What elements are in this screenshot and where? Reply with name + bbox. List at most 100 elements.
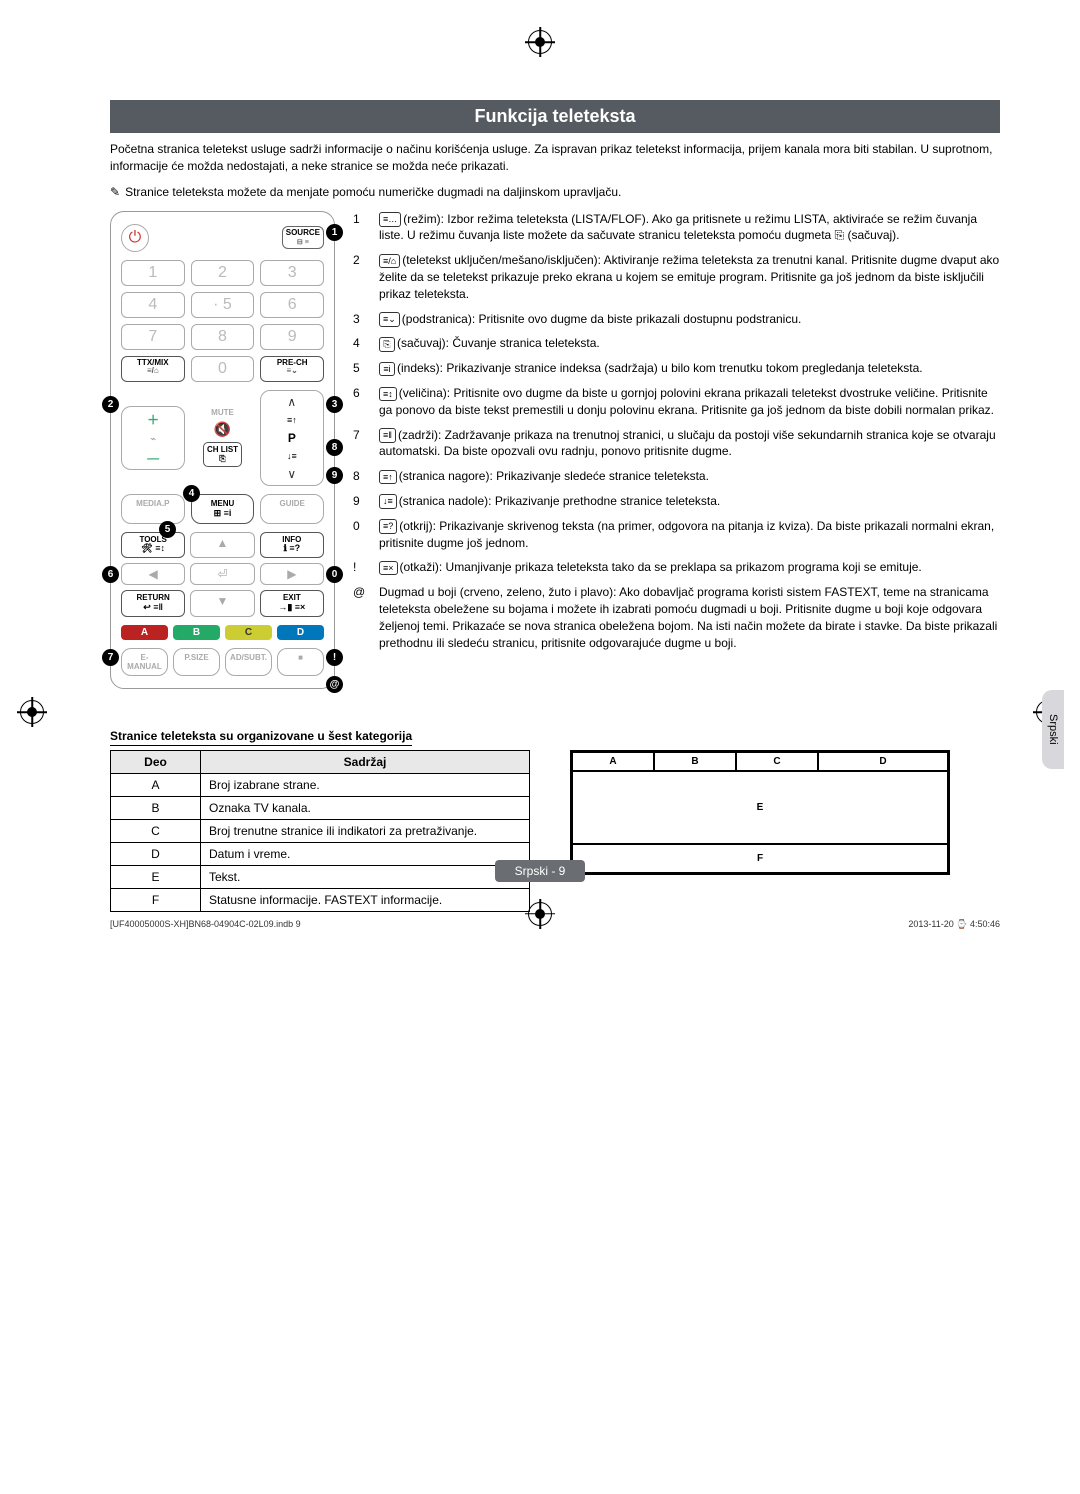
desc-7: 7≡‖(zadrži): Zadržavanje prikaza na tren…: [353, 427, 1000, 461]
callout-7: 7: [102, 649, 119, 666]
note-text: Stranice teleteksta možete da menjate po…: [125, 185, 621, 199]
key-0: 0: [191, 356, 255, 382]
desc-4: 4⎘(sačuvaj): Čuvanje stranica teleteksta…: [353, 335, 1000, 352]
section-title: Funkcija teleteksta: [110, 100, 1000, 133]
volume-rocker: ＋ ⌁ —: [121, 406, 185, 470]
reveal-icon: ≡?: [379, 519, 397, 534]
exit-label: EXIT: [283, 593, 301, 602]
callout-8: 8: [326, 439, 343, 456]
pagedown-icon: ↓≡: [379, 494, 397, 509]
return-label: RETURN: [136, 593, 169, 602]
cell-c: C: [111, 819, 201, 842]
guide-button: GUIDE: [260, 494, 324, 524]
language-tab: Srpski: [1042, 690, 1064, 769]
table-title: Stranice teleteksta su organizovane u še…: [110, 729, 412, 746]
remote-diagram: ⏻ SOURCE ⊟ ≡ 1 2 3 4 · 5 6 7 8 9: [110, 211, 335, 689]
index-icon: ≡i: [379, 362, 395, 377]
channel-rocker: ∧ ≡↑ P ↓≡ ∨: [260, 390, 324, 486]
desc-3: 3≡⌄(podstranica): Pritisnite ovo dugme d…: [353, 311, 1000, 328]
desc-2: 2≡/⌂(teletekst uključen/mešano/isključen…: [353, 252, 1000, 302]
save-icon: ⎘: [379, 337, 395, 352]
th-sadrzaj: Sadržaj: [201, 750, 530, 773]
mute-label: MUTE: [211, 408, 234, 417]
nav-up: ▲: [190, 532, 254, 559]
menu-button: MENU⊞ ≡i: [191, 494, 255, 524]
cell-a: A: [111, 773, 201, 796]
source-label: SOURCE: [286, 228, 320, 237]
print-left: [UF40005000S-XH]BN68-04904C-02L09.indb 9: [110, 919, 301, 930]
ttx-button: TTX/MIX≡/⌂: [121, 356, 185, 382]
key-1: 1: [121, 260, 185, 286]
key-7: 7: [121, 324, 185, 350]
descriptions: 1≡…(režim): Izbor režima teleteksta (LIS…: [353, 211, 1000, 689]
ttx-on-icon: ≡/⌂: [379, 254, 400, 269]
power-icon: ⏻: [121, 224, 149, 252]
layout-diagram: A B C D E F: [570, 750, 950, 875]
info-button: INFOℹ ≡?: [260, 532, 324, 559]
adsubt-button: AD/SUBT.: [225, 648, 272, 676]
source-sub-icon: ⊟ ≡: [297, 239, 309, 246]
desc-10: 0≡?(otkrij): Prikazivanje skrivenog teks…: [353, 518, 1000, 552]
layout-c: C: [736, 752, 818, 771]
layout-e: E: [572, 771, 948, 844]
nav-left: ◀: [121, 563, 185, 585]
source-button: SOURCE ⊟ ≡: [282, 226, 324, 250]
key-3: 3: [260, 260, 324, 286]
blue-button: D: [277, 625, 324, 640]
red-button: A: [121, 625, 168, 640]
key-5: · 5: [191, 292, 255, 318]
key-9: 9: [260, 324, 324, 350]
nav-right: ▶: [260, 563, 324, 585]
prech-button: PRE-CH≡⌄: [260, 356, 324, 382]
cancel-icon: ≡×: [379, 561, 398, 576]
reg-mark-left: [20, 700, 44, 724]
emanual-button: E-MANUAL: [121, 648, 168, 676]
callout-10: 0: [326, 566, 343, 583]
print-footer: [UF40005000S-XH]BN68-04904C-02L09.indb 9…: [110, 919, 1000, 930]
menu-label: MENU: [211, 499, 235, 508]
callout-5: 5: [159, 521, 176, 538]
parts-table: DeoSadržaj ABroj izabrane strane. BOznak…: [110, 750, 530, 912]
nav-ok: ⏎: [190, 563, 254, 585]
size-icon: ≡↕: [379, 387, 397, 402]
exit-button: EXIT→▮ ≡×: [260, 590, 324, 617]
desc-6: 6≡↕(veličina): Pritisnite ovo dugme da b…: [353, 385, 1000, 419]
hold-icon: ≡‖: [379, 428, 396, 443]
layout-d: D: [818, 752, 948, 771]
desc-11: !≡×(otkaži): Umanjivanje prikaza teletek…: [353, 559, 1000, 576]
note-line: Stranice teleteksta možete da menjate po…: [110, 185, 1000, 199]
key-4: 4: [121, 292, 185, 318]
info-label: INFO: [282, 535, 301, 544]
prech-label: PRE-CH: [277, 358, 308, 367]
desc-9: 9↓≡(stranica nadole): Prikazivanje preth…: [353, 493, 1000, 510]
page-footer: Srpski - 9: [0, 860, 1080, 882]
return-button: RETURN↩ ≡‖: [121, 590, 185, 617]
callout-3: 3: [326, 396, 343, 413]
tools-button: TOOLS🛠 ≡↕: [121, 532, 185, 559]
callout-2: 2: [102, 396, 119, 413]
desc-1: 1≡…(režim): Izbor režima teleteksta (LIS…: [353, 211, 1000, 245]
nav-down: ▼: [190, 590, 254, 617]
desc-8: 8≡↑(stranica nagore): Prikazivanje slede…: [353, 468, 1000, 485]
callout-11: !: [326, 649, 343, 666]
mode-icon: ≡…: [379, 212, 401, 227]
pageup-icon: ≡↑: [379, 470, 397, 485]
callout-9: 9: [326, 467, 343, 484]
subpage-icon: ≡⌄: [379, 312, 400, 327]
yellow-button: C: [225, 625, 272, 640]
mute-icon: 🔇: [214, 421, 231, 438]
chlist-label: CH LIST: [207, 445, 238, 454]
layout-a: A: [572, 752, 654, 771]
note-icon: [110, 185, 125, 199]
print-right: 2013-11-20 ⌚ 4:50:46: [908, 919, 1000, 930]
footer-label: Srpski - 9: [495, 860, 586, 882]
intro-text: Početna stranica teletekst usluge sadrži…: [110, 141, 1000, 175]
reg-mark-top: [528, 30, 552, 54]
desc-5: 5≡i(indeks): Prikazivanje stranice indek…: [353, 360, 1000, 377]
th-deo: Deo: [111, 750, 201, 773]
key-6: 6: [260, 292, 324, 318]
cell-b: B: [111, 796, 201, 819]
callout-12: @: [326, 676, 343, 693]
mediap-button: MEDIA.P: [121, 494, 185, 524]
cell-f: F: [111, 888, 201, 911]
